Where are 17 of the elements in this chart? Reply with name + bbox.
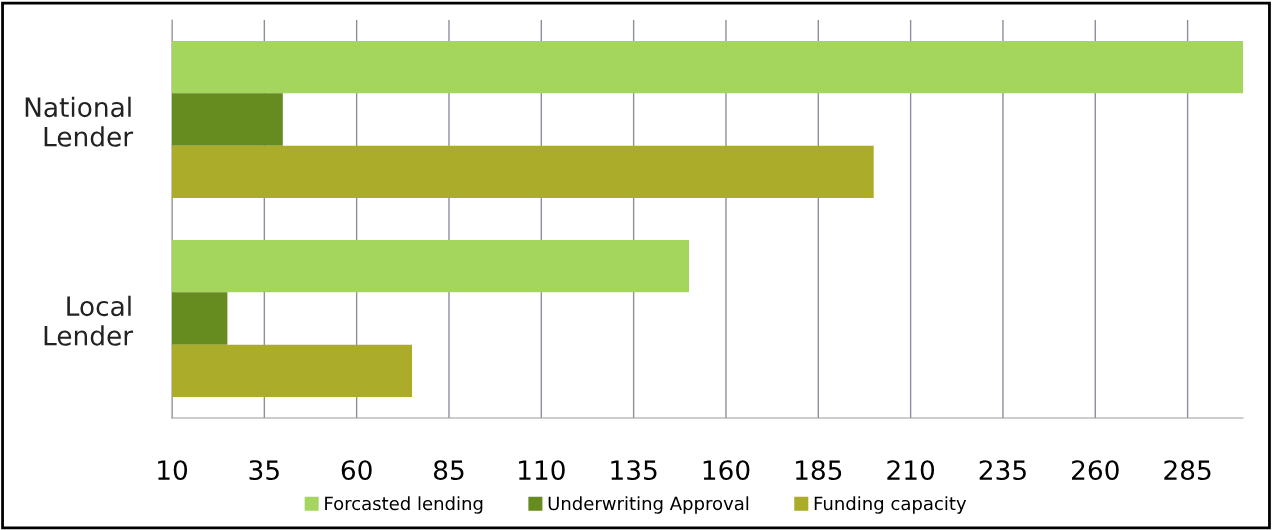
x-tick-label: 110: [519, 460, 565, 481]
x-tick-label: 160: [703, 460, 750, 481]
x-tick-label: 260: [1072, 460, 1119, 481]
y-tick-label: Local Lender: [44, 295, 134, 346]
x-tick-label: 235: [979, 460, 1026, 481]
x-tick-label: 185: [796, 460, 842, 481]
y-tick-label: National Lender: [25, 96, 134, 147]
legend-label: Underwriting Approval: [548, 496, 749, 514]
legend-label: Forcasted lending: [325, 496, 483, 514]
x-tick-label: 135: [611, 460, 657, 481]
x-tick-label: 85: [433, 460, 464, 481]
x-tick-label: 35: [249, 460, 279, 481]
x-tick-label: 285: [1164, 460, 1211, 481]
x-tick-label: 10: [158, 460, 188, 481]
x-tick-label: 60: [341, 460, 372, 481]
x-tick-label: 210: [887, 460, 935, 481]
legend-label: Funding capacity: [814, 496, 967, 514]
